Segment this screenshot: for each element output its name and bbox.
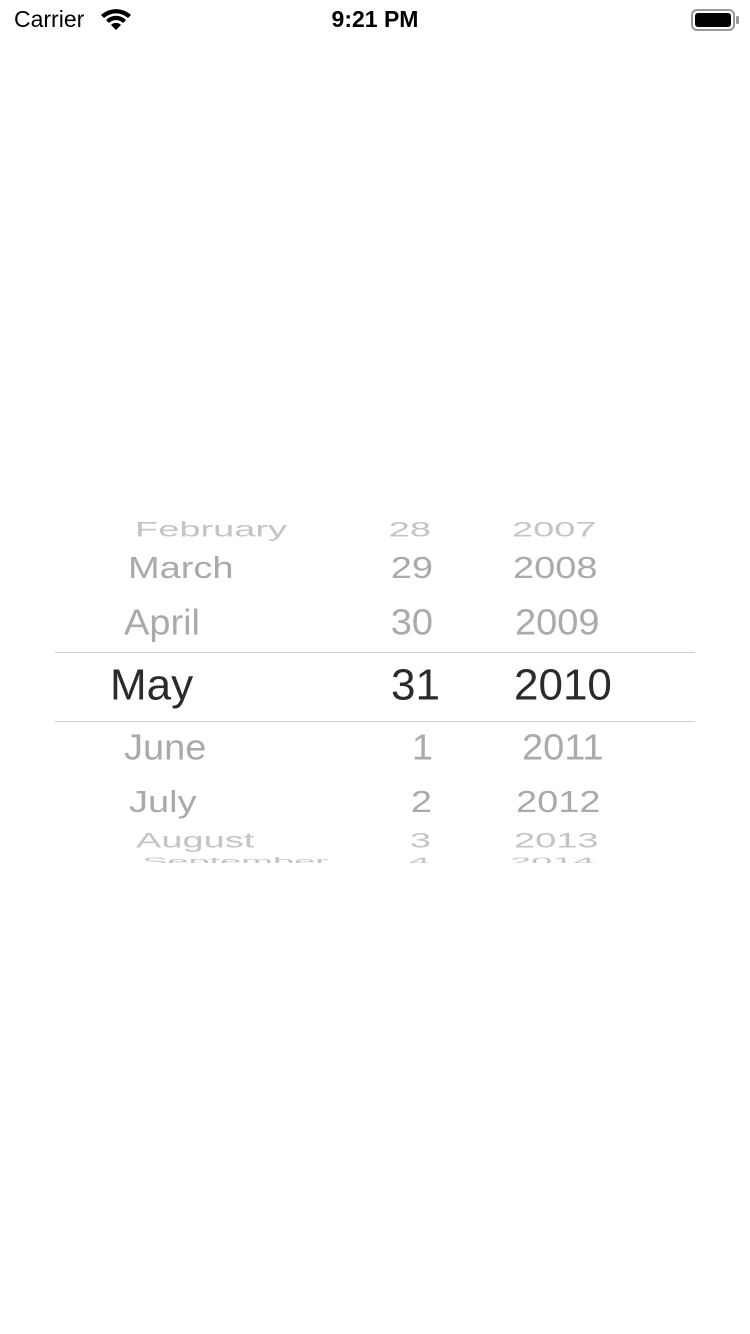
month-option[interactable]: January [140,503,275,516]
month-option[interactable]: February [135,518,288,541]
day-option[interactable]: 4 [409,855,430,868]
month-option[interactable]: August [136,829,255,852]
year-option[interactable]: 2013 [514,829,599,852]
month-option[interactable]: July [129,786,197,820]
day-option[interactable]: 1 [412,726,433,767]
year-option[interactable]: 2008 [513,552,598,586]
time: 9:21 PM [332,6,419,32]
wifi-icon [101,9,131,30]
carrier: Carrier [14,6,85,32]
day-option[interactable]: 2 [411,786,432,820]
month-option[interactable]: September [142,855,328,868]
date-picker[interactable]: January 27 2006 February 28 2007 March 29 2008 Ap… [110,503,612,868]
day-option[interactable]: 28 [389,518,431,541]
status-bar: Carrier 9:21 PM [14,6,739,32]
battery-icon [691,9,739,31]
year-option[interactable]: 2007 [512,518,597,541]
year-option[interactable]: 2014 [510,855,595,868]
day-option[interactable]: 30 [391,601,433,642]
selected-day[interactable]: 31 [391,661,440,710]
day-option[interactable]: 27 [388,503,430,516]
month-option[interactable]: April [124,601,200,642]
year-option[interactable]: 2012 [516,786,601,820]
year-option[interactable]: 2006 [505,503,590,516]
year-option[interactable]: 2011 [522,726,604,767]
month-option[interactable]: March [128,552,234,586]
month-option[interactable]: June [124,726,206,767]
selected-month[interactable]: May [110,661,193,710]
day-option[interactable]: 29 [391,552,433,586]
year-option[interactable]: 2009 [515,601,600,642]
selected-year[interactable]: 2010 [514,661,612,710]
day-option[interactable]: 3 [410,829,431,852]
